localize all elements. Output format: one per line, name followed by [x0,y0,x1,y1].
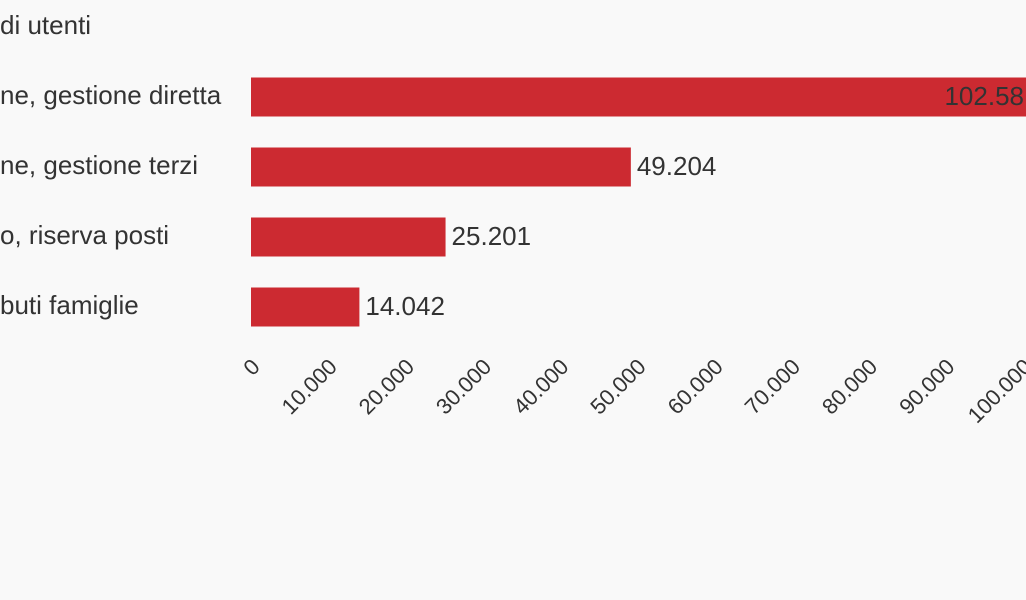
chart-title: di utenti [0,10,91,40]
x-tick-label: 90.000 [894,354,959,419]
value-label: 49.204 [637,151,717,181]
bar [251,217,446,257]
category-label: ne, gestione terzi [0,150,198,180]
value-label: 25.201 [452,221,532,251]
x-tick-label: 50.000 [585,354,650,419]
x-tick-label: 70.000 [740,354,805,419]
value-label: 14.042 [365,291,445,321]
x-tick-label: 40.000 [508,354,573,419]
x-tick-label: 10.000 [277,354,342,419]
category-label: o, riserva posti [0,220,169,250]
x-tick-label: 30.000 [431,354,496,419]
x-tick-label: 100.000 [963,354,1026,428]
x-tick-label: 80.000 [817,354,882,419]
bar [251,147,631,187]
bar [251,287,360,327]
category-label: buti famiglie [0,290,139,320]
x-tick-label: 20.000 [354,354,419,419]
x-tick-label: 0 [238,354,264,380]
value-label: 102.58 [944,81,1024,111]
bar [251,77,1026,117]
x-tick-label: 60.000 [663,354,728,419]
category-label: ne, gestione diretta [0,80,222,110]
